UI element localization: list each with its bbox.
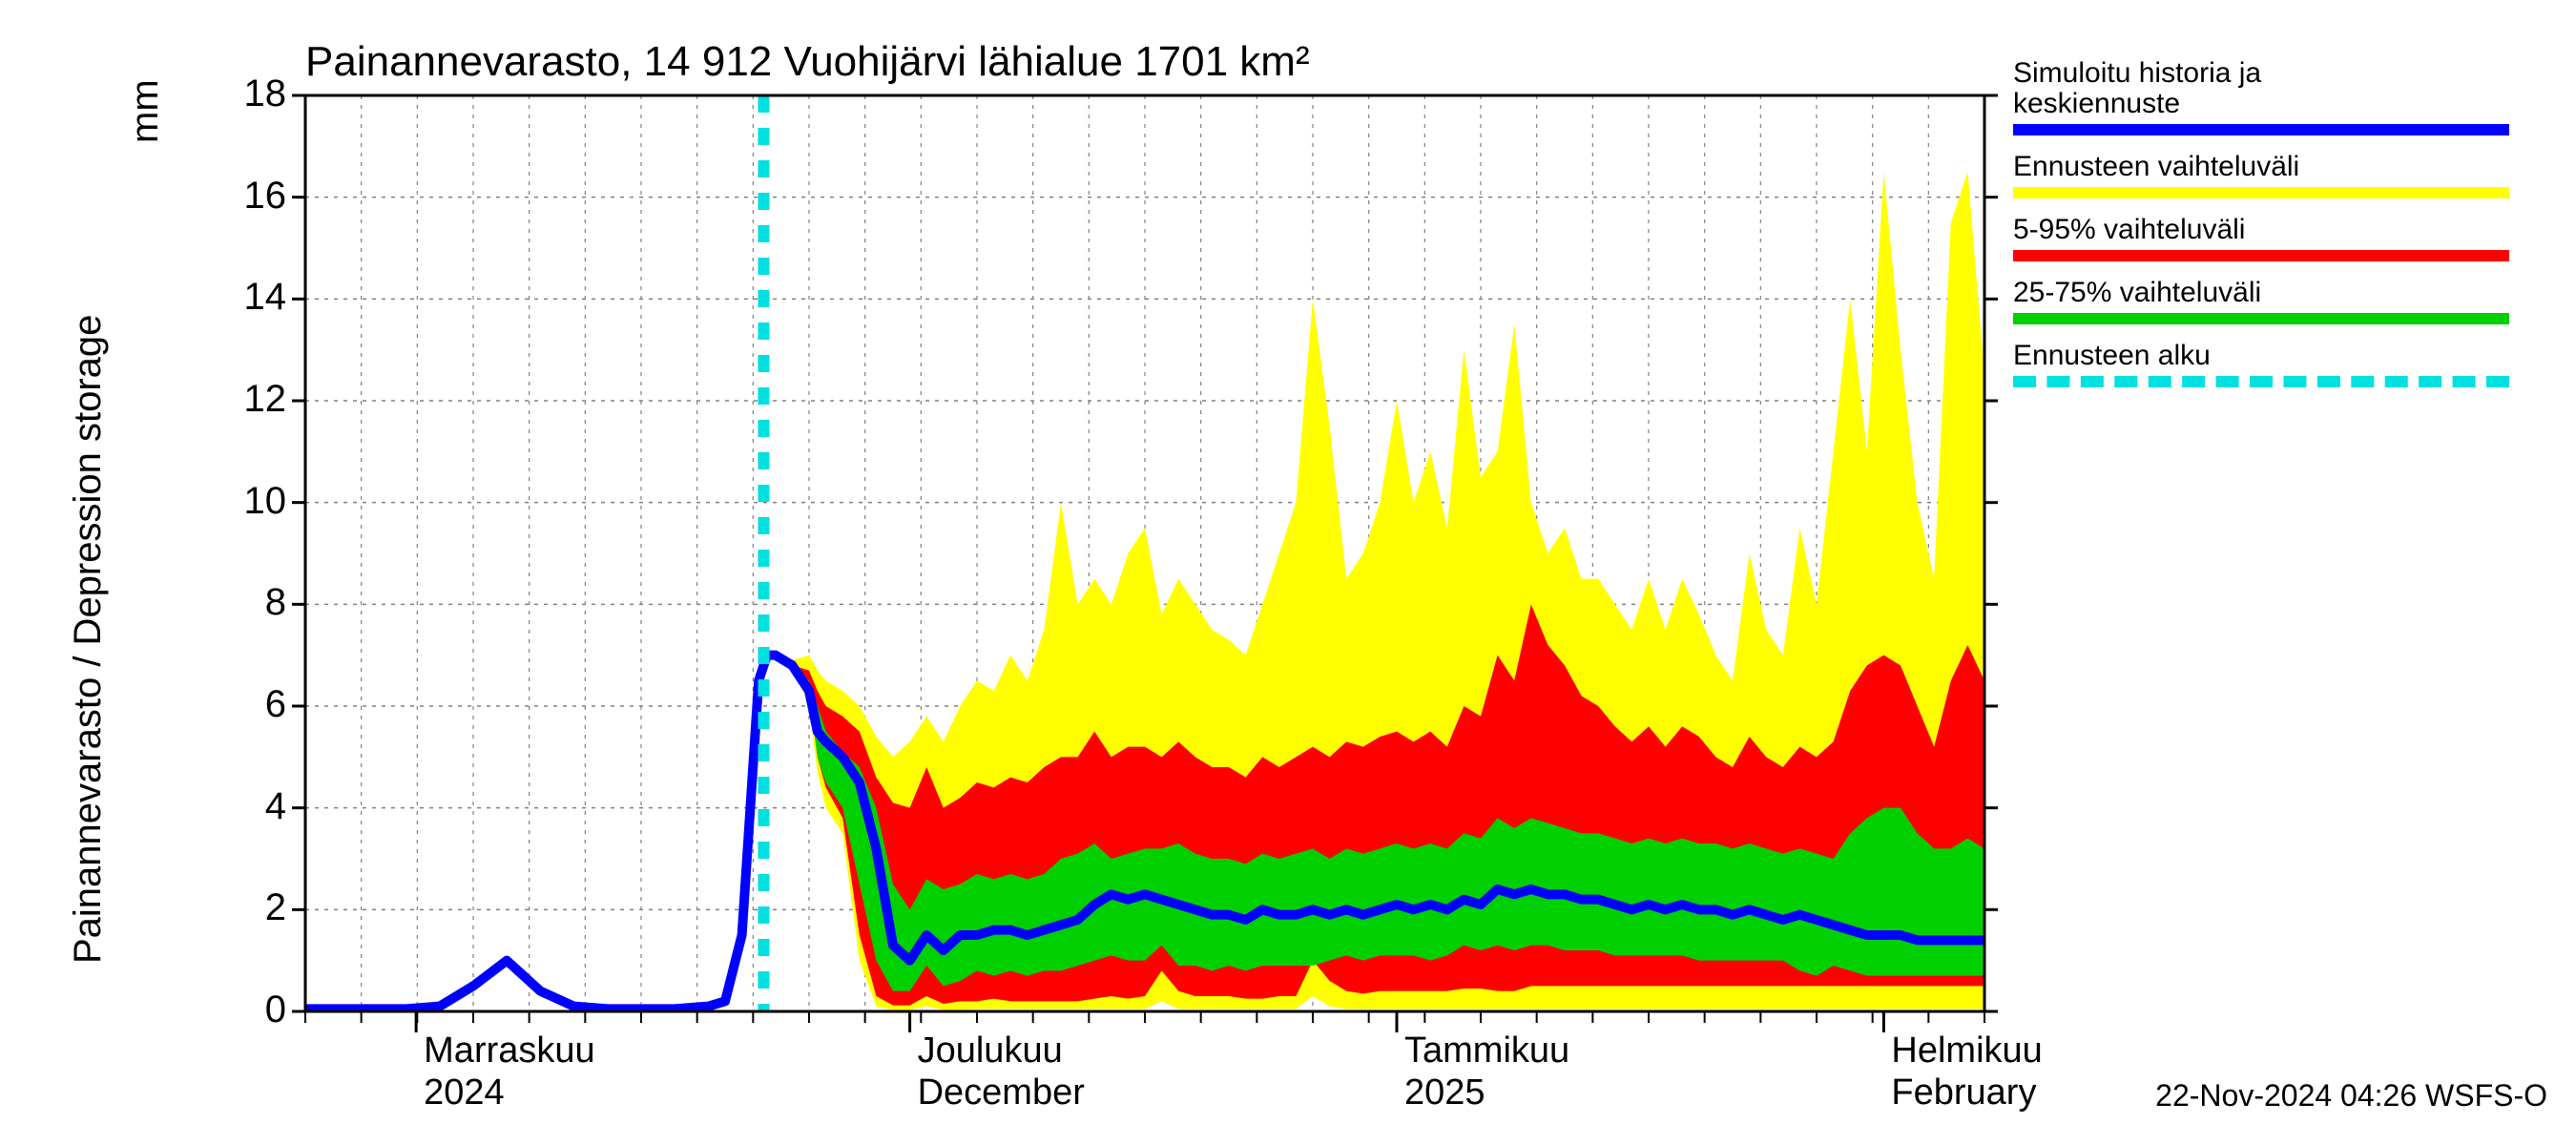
legend-label: Ennusteen vaihteluväli: [2013, 151, 2299, 182]
legend-label: keskiennuste: [2013, 88, 2180, 119]
legend-label: Ennusteen alku: [2013, 340, 2211, 371]
legend-swatch: [2013, 376, 2509, 387]
legend-label: 25-75% vaihteluväli: [2013, 277, 2261, 308]
legend-swatch: [2013, 187, 2509, 198]
legend-label: 5-95% vaihteluväli: [2013, 214, 2245, 245]
legend-swatch: [2013, 124, 2509, 135]
legend-swatch: [2013, 250, 2509, 261]
page-root: Painannevarasto / Depression storage mm …: [0, 0, 2576, 1145]
legend-label: Simuloitu historia ja: [2013, 57, 2261, 89]
legend-swatch: [2013, 313, 2509, 324]
footer-timestamp: 22-Nov-2024 04:26 WSFS-O: [2155, 1078, 2547, 1114]
